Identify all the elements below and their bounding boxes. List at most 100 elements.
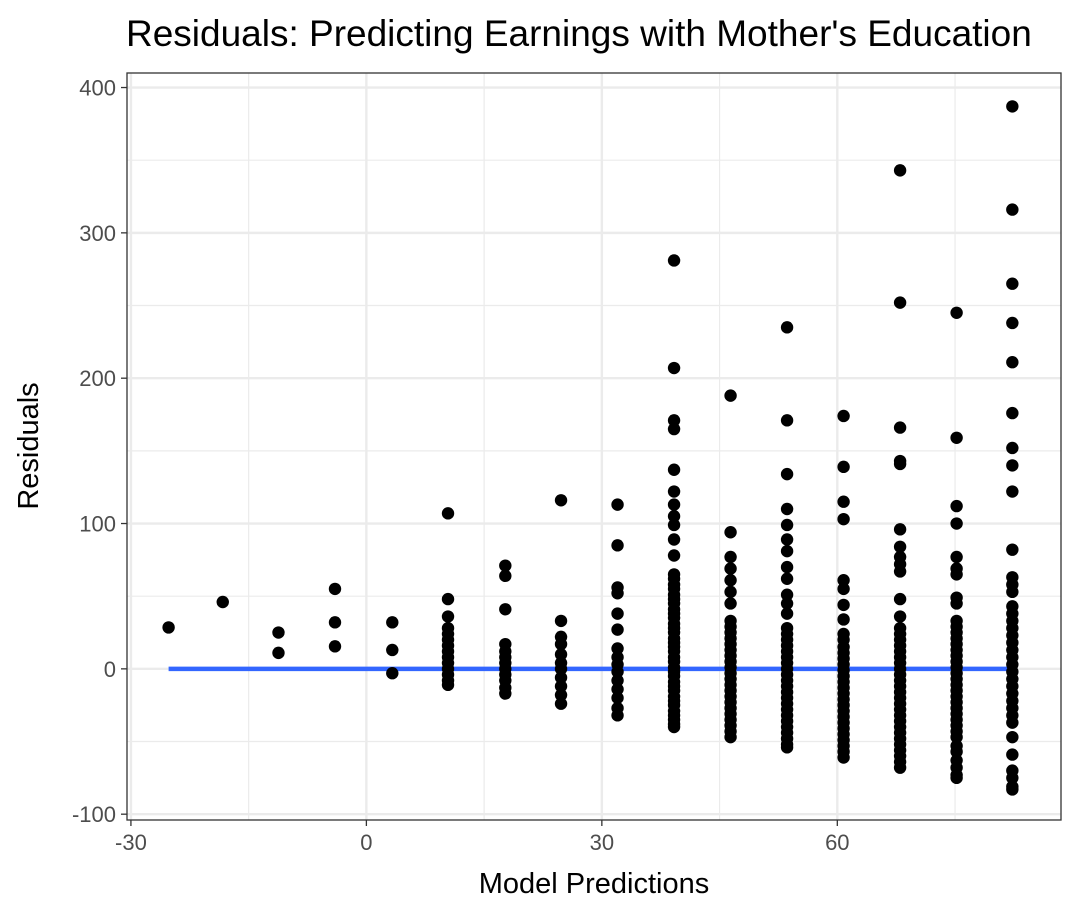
data-point <box>950 771 963 785</box>
x-axis: -30 0 30 60 <box>115 820 850 855</box>
data-point <box>499 569 512 583</box>
data-point <box>950 550 963 564</box>
data-point <box>611 623 624 636</box>
data-point <box>611 709 624 722</box>
data-point <box>611 642 624 655</box>
data-point <box>499 603 512 616</box>
points-layer <box>162 100 1019 796</box>
data-point <box>667 485 681 498</box>
y-tick-label: 100 <box>79 512 116 537</box>
data-point <box>837 512 850 526</box>
data-point <box>1006 406 1019 420</box>
data-point <box>667 518 681 532</box>
data-point <box>611 674 624 687</box>
data-point <box>724 585 737 599</box>
data-point <box>667 414 681 427</box>
y-axis: -100 0 100 200 300 400 <box>72 76 127 827</box>
data-point <box>780 588 794 601</box>
data-point <box>1006 485 1019 498</box>
data-point <box>893 421 907 434</box>
x-axis-title: Model Predictions <box>479 868 710 900</box>
data-point <box>950 568 963 581</box>
data-point <box>667 422 681 436</box>
data-point <box>780 544 794 558</box>
data-point <box>780 502 794 516</box>
data-point <box>667 463 681 476</box>
data-point <box>950 597 963 610</box>
data-point <box>328 582 342 596</box>
data-point <box>1006 771 1019 785</box>
x-tick-label: 60 <box>825 830 849 855</box>
data-point <box>554 671 568 684</box>
data-point <box>554 697 568 710</box>
data-point <box>328 616 342 629</box>
x-tick-label: 30 <box>590 830 614 855</box>
data-point <box>950 745 963 758</box>
data-point <box>837 460 850 474</box>
data-point <box>554 680 568 693</box>
data-point <box>667 361 681 375</box>
data-point <box>328 640 342 653</box>
data-point <box>216 595 229 609</box>
data-point <box>1006 459 1019 472</box>
data-point <box>893 523 907 536</box>
data-point <box>1006 316 1019 330</box>
data-point <box>162 621 175 634</box>
data-point <box>554 614 568 628</box>
data-point <box>611 683 624 696</box>
data-point <box>780 533 794 546</box>
data-point <box>780 741 794 754</box>
data-point <box>272 626 285 639</box>
x-tick-label: -30 <box>115 830 147 855</box>
data-point <box>441 678 455 692</box>
data-point <box>950 730 963 744</box>
data-point <box>667 549 681 562</box>
grid-lines <box>127 73 1061 820</box>
data-point <box>1006 203 1019 216</box>
data-point <box>611 587 624 600</box>
data-point <box>1006 716 1019 729</box>
data-point <box>1006 730 1019 744</box>
data-point <box>1006 585 1019 599</box>
data-point <box>1006 100 1019 113</box>
data-point <box>441 610 455 623</box>
data-point <box>893 761 907 774</box>
data-point <box>724 389 737 402</box>
data-point <box>611 607 624 620</box>
data-point <box>441 507 455 520</box>
data-point <box>724 550 737 564</box>
data-point <box>1006 441 1019 455</box>
data-point <box>1006 277 1019 290</box>
data-point <box>893 296 907 309</box>
y-tick-label: 0 <box>104 657 116 682</box>
data-point <box>386 616 399 629</box>
data-point <box>667 254 681 267</box>
data-point <box>386 643 399 657</box>
data-point <box>837 582 850 596</box>
data-point <box>950 499 963 513</box>
data-point <box>780 414 794 427</box>
data-point <box>1006 783 1019 796</box>
data-point <box>893 457 907 471</box>
data-point <box>724 562 737 575</box>
data-point <box>1006 748 1019 761</box>
data-point <box>1006 356 1019 369</box>
data-point <box>611 691 624 705</box>
data-point <box>667 720 681 734</box>
data-point <box>1006 543 1019 556</box>
data-point <box>837 495 850 508</box>
data-point <box>724 574 737 587</box>
data-point <box>272 646 285 660</box>
y-tick-label: 200 <box>79 366 116 391</box>
data-point <box>893 565 907 578</box>
data-point <box>611 539 624 552</box>
data-point <box>780 572 794 585</box>
data-point <box>386 667 399 680</box>
data-point <box>837 574 850 587</box>
data-point <box>554 662 568 676</box>
data-point <box>780 597 794 610</box>
data-point <box>611 665 624 678</box>
data-point <box>893 540 907 553</box>
data-point <box>780 467 794 481</box>
